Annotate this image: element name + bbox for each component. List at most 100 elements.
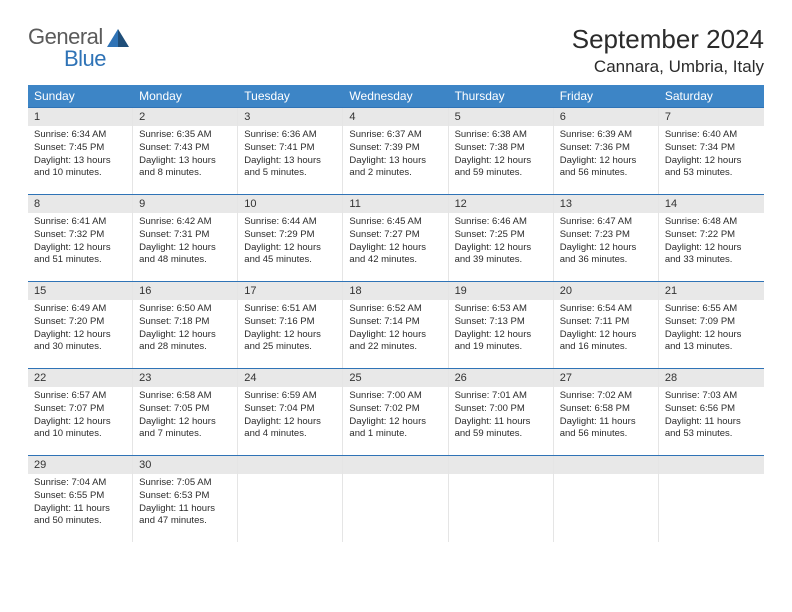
sunset-line: Sunset: 7:34 PM [665, 142, 758, 155]
daylight-line-2: and 10 minutes. [34, 167, 126, 180]
weekday-header: Saturday [659, 85, 764, 107]
daylight-line-2: and 59 minutes. [455, 167, 547, 180]
daylight-line-1: Daylight: 12 hours [665, 329, 758, 342]
daylight-line-1: Daylight: 11 hours [139, 503, 231, 516]
day-number: 8 [28, 195, 132, 213]
header-right: September 2024 Cannara, Umbria, Italy [572, 24, 764, 77]
daylight-line-1: Daylight: 12 hours [139, 416, 231, 429]
day-number: 6 [554, 108, 658, 126]
weekday-header: Thursday [449, 85, 554, 107]
day-sun-data: Sunrise: 6:45 AMSunset: 7:27 PMDaylight:… [343, 213, 447, 273]
day-sun-data: Sunrise: 6:39 AMSunset: 7:36 PMDaylight:… [554, 126, 658, 186]
sunrise-line: Sunrise: 6:36 AM [244, 129, 336, 142]
day-number [659, 456, 764, 474]
day-sun-data: Sunrise: 6:57 AMSunset: 7:07 PMDaylight:… [28, 387, 132, 447]
daylight-line-1: Daylight: 12 hours [455, 242, 547, 255]
sunrise-line: Sunrise: 6:51 AM [244, 303, 336, 316]
day-number: 9 [133, 195, 237, 213]
day-sun-data: Sunrise: 6:40 AMSunset: 7:34 PMDaylight:… [659, 126, 764, 186]
daylight-line-2: and 59 minutes. [455, 428, 547, 441]
day-number: 21 [659, 282, 764, 300]
daylight-line-2: and 50 minutes. [34, 515, 126, 528]
day-number: 12 [449, 195, 553, 213]
daylight-line-2: and 51 minutes. [34, 254, 126, 267]
sunset-line: Sunset: 7:02 PM [349, 403, 441, 416]
calendar-day-cell: 19Sunrise: 6:53 AMSunset: 7:13 PMDayligh… [449, 282, 554, 368]
calendar-day-cell: 2Sunrise: 6:35 AMSunset: 7:43 PMDaylight… [133, 108, 238, 194]
day-sun-data: Sunrise: 6:34 AMSunset: 7:45 PMDaylight:… [28, 126, 132, 186]
daylight-line-1: Daylight: 12 hours [560, 155, 652, 168]
daylight-line-2: and 53 minutes. [665, 428, 758, 441]
daylight-line-1: Daylight: 12 hours [244, 416, 336, 429]
weekday-header: Friday [554, 85, 659, 107]
day-number: 20 [554, 282, 658, 300]
daylight-line-1: Daylight: 12 hours [139, 329, 231, 342]
calendar-week-row: 15Sunrise: 6:49 AMSunset: 7:20 PMDayligh… [28, 281, 764, 368]
daylight-line-2: and 1 minute. [349, 428, 441, 441]
calendar-day-cell: 6Sunrise: 6:39 AMSunset: 7:36 PMDaylight… [554, 108, 659, 194]
daylight-line-2: and 10 minutes. [34, 428, 126, 441]
sunset-line: Sunset: 7:04 PM [244, 403, 336, 416]
day-sun-data: Sunrise: 6:38 AMSunset: 7:38 PMDaylight:… [449, 126, 553, 186]
sunset-line: Sunset: 7:31 PM [139, 229, 231, 242]
day-sun-data: Sunrise: 6:50 AMSunset: 7:18 PMDaylight:… [133, 300, 237, 360]
calendar-day-cell [659, 456, 764, 542]
sunrise-line: Sunrise: 6:41 AM [34, 216, 126, 229]
calendar-day-cell: 14Sunrise: 6:48 AMSunset: 7:22 PMDayligh… [659, 195, 764, 281]
daylight-line-1: Daylight: 12 hours [34, 329, 126, 342]
daylight-line-1: Daylight: 12 hours [34, 416, 126, 429]
brand-logo: General Blue [28, 24, 129, 72]
day-sun-data: Sunrise: 7:02 AMSunset: 6:58 PMDaylight:… [554, 387, 658, 447]
daylight-line-1: Daylight: 12 hours [244, 242, 336, 255]
day-sun-data [449, 474, 553, 483]
day-sun-data: Sunrise: 6:49 AMSunset: 7:20 PMDaylight:… [28, 300, 132, 360]
calendar-day-cell: 8Sunrise: 6:41 AMSunset: 7:32 PMDaylight… [28, 195, 133, 281]
calendar-day-cell: 16Sunrise: 6:50 AMSunset: 7:18 PMDayligh… [133, 282, 238, 368]
calendar-day-cell: 24Sunrise: 6:59 AMSunset: 7:04 PMDayligh… [238, 369, 343, 455]
calendar-day-cell: 7Sunrise: 6:40 AMSunset: 7:34 PMDaylight… [659, 108, 764, 194]
sunrise-line: Sunrise: 6:46 AM [455, 216, 547, 229]
calendar-day-cell: 18Sunrise: 6:52 AMSunset: 7:14 PMDayligh… [343, 282, 448, 368]
calendar-day-cell: 23Sunrise: 6:58 AMSunset: 7:05 PMDayligh… [133, 369, 238, 455]
day-number: 18 [343, 282, 447, 300]
sunrise-line: Sunrise: 7:04 AM [34, 477, 126, 490]
sunrise-line: Sunrise: 7:03 AM [665, 390, 758, 403]
daylight-line-2: and 36 minutes. [560, 254, 652, 267]
day-sun-data: Sunrise: 7:05 AMSunset: 6:53 PMDaylight:… [133, 474, 237, 534]
day-sun-data: Sunrise: 6:53 AMSunset: 7:13 PMDaylight:… [449, 300, 553, 360]
day-sun-data [343, 474, 447, 483]
weekday-header: Tuesday [238, 85, 343, 107]
daylight-line-2: and 28 minutes. [139, 341, 231, 354]
day-number: 16 [133, 282, 237, 300]
daylight-line-1: Daylight: 12 hours [34, 242, 126, 255]
sunrise-line: Sunrise: 6:53 AM [455, 303, 547, 316]
sunrise-line: Sunrise: 6:48 AM [665, 216, 758, 229]
day-number: 22 [28, 369, 132, 387]
daylight-line-1: Daylight: 13 hours [34, 155, 126, 168]
day-number: 29 [28, 456, 132, 474]
daylight-line-1: Daylight: 12 hours [455, 329, 547, 342]
sunset-line: Sunset: 7:20 PM [34, 316, 126, 329]
day-sun-data: Sunrise: 6:42 AMSunset: 7:31 PMDaylight:… [133, 213, 237, 273]
day-sun-data: Sunrise: 7:01 AMSunset: 7:00 PMDaylight:… [449, 387, 553, 447]
calendar-page: General Blue September 2024 Cannara, Umb… [0, 0, 792, 566]
sunset-line: Sunset: 7:11 PM [560, 316, 652, 329]
day-sun-data: Sunrise: 6:54 AMSunset: 7:11 PMDaylight:… [554, 300, 658, 360]
day-sun-data: Sunrise: 6:59 AMSunset: 7:04 PMDaylight:… [238, 387, 342, 447]
day-number [449, 456, 553, 474]
calendar-weeks: 1Sunrise: 6:34 AMSunset: 7:45 PMDaylight… [28, 107, 764, 542]
calendar-day-cell: 15Sunrise: 6:49 AMSunset: 7:20 PMDayligh… [28, 282, 133, 368]
calendar-day-cell: 20Sunrise: 6:54 AMSunset: 7:11 PMDayligh… [554, 282, 659, 368]
sunset-line: Sunset: 7:05 PM [139, 403, 231, 416]
day-number: 3 [238, 108, 342, 126]
calendar-day-cell: 9Sunrise: 6:42 AMSunset: 7:31 PMDaylight… [133, 195, 238, 281]
logo-triangle-icon [107, 29, 129, 49]
daylight-line-1: Daylight: 13 hours [349, 155, 441, 168]
sunset-line: Sunset: 7:07 PM [34, 403, 126, 416]
daylight-line-1: Daylight: 11 hours [665, 416, 758, 429]
sunset-line: Sunset: 7:16 PM [244, 316, 336, 329]
calendar-day-cell: 4Sunrise: 6:37 AMSunset: 7:39 PMDaylight… [343, 108, 448, 194]
day-sun-data: Sunrise: 6:51 AMSunset: 7:16 PMDaylight:… [238, 300, 342, 360]
day-sun-data [659, 474, 764, 483]
calendar-day-cell [554, 456, 659, 542]
